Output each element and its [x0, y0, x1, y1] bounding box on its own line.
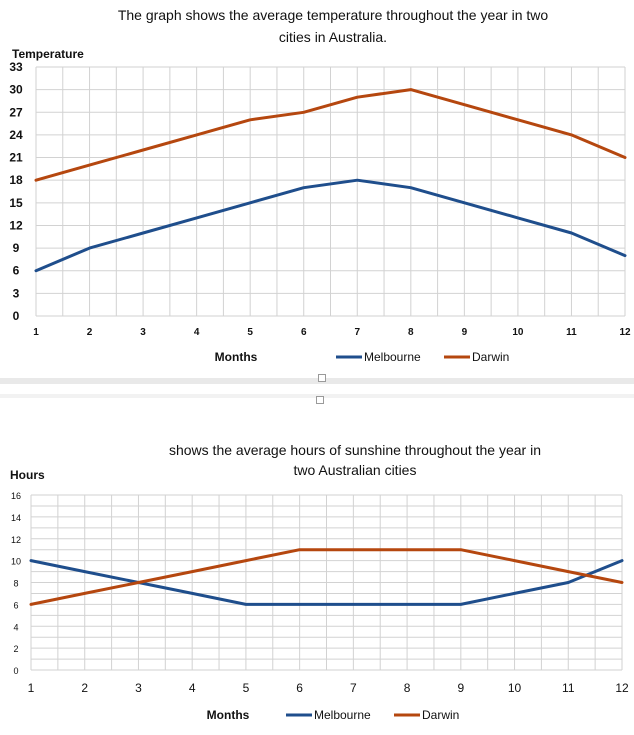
y-tick-label: 15 [9, 196, 23, 210]
y-tick-label: 14 [11, 513, 21, 523]
legend-label-melbourne: Melbourne [364, 350, 421, 364]
y-tick-label: 4 [13, 622, 18, 632]
chart-divider [0, 378, 634, 384]
legend-label-darwin: Darwin [472, 350, 509, 364]
x-tick-label: 12 [615, 681, 629, 695]
y-tick-label: 21 [9, 151, 23, 165]
y-tick-label: 33 [9, 60, 23, 74]
y-tick-label: 6 [13, 600, 18, 610]
x-tick-label: 7 [354, 327, 360, 338]
y-tick-label: 8 [13, 579, 18, 589]
x-axis-label: Months [207, 708, 250, 722]
chart-title: cities in Australia. [279, 29, 387, 45]
x-tick-label: 6 [301, 327, 307, 338]
x-tick-label: 10 [508, 681, 522, 695]
x-tick-label: 3 [140, 327, 146, 338]
x-tick-label: 3 [135, 681, 142, 695]
chart-title: shows the average hours of sunshine thro… [169, 442, 541, 458]
x-tick-label: 2 [87, 327, 93, 338]
y-tick-label: 3 [13, 286, 20, 300]
x-tick-label: 5 [243, 681, 250, 695]
sunshine-chart: shows the average hours of sunshine thro… [10, 442, 629, 722]
x-tick-label: 10 [512, 327, 524, 338]
y-tick-label: 0 [13, 666, 18, 676]
x-tick-label: 6 [296, 681, 303, 695]
x-tick-label: 8 [404, 681, 411, 695]
y-tick-label: 10 [11, 557, 21, 567]
x-tick-label: 4 [194, 327, 200, 338]
chart-title: two Australian cities [294, 462, 417, 478]
x-tick-label: 9 [457, 681, 464, 695]
resize-handle-lower[interactable] [316, 396, 324, 404]
y-tick-label: 2 [13, 644, 18, 654]
series-line-darwin [34, 88, 627, 182]
x-tick-label: 7 [350, 681, 357, 695]
y-tick-label: 30 [9, 83, 23, 97]
chart-title: The graph shows the average temperature … [118, 7, 549, 23]
x-tick-label: 11 [566, 327, 577, 338]
y-tick-label: 24 [9, 128, 23, 142]
y-tick-label: 9 [13, 241, 20, 255]
series-line-melbourne [34, 178, 627, 273]
temperature-chart: The graph shows the average temperature … [9, 7, 631, 364]
y-axis-label: Temperature [12, 47, 84, 61]
x-tick-label: 4 [189, 681, 196, 695]
legend-label-darwin: Darwin [422, 708, 459, 722]
y-tick-label: 12 [9, 218, 23, 232]
y-tick-label: 18 [9, 173, 23, 187]
y-tick-label: 27 [9, 105, 23, 119]
x-tick-label: 1 [33, 327, 39, 338]
x-tick-label: 12 [619, 327, 631, 338]
resize-handle[interactable] [318, 374, 326, 382]
series-line-darwin [29, 548, 624, 606]
y-tick-label: 0 [13, 309, 20, 323]
y-axis-label: Hours [10, 468, 45, 482]
x-tick-label: 5 [247, 327, 253, 338]
y-tick-label: 6 [13, 264, 20, 278]
x-tick-label: 2 [81, 681, 88, 695]
y-tick-label: 12 [11, 535, 21, 545]
series-line-melbourne [29, 559, 624, 606]
y-tick-label: 16 [11, 491, 21, 501]
x-axis-label: Months [215, 350, 258, 364]
x-tick-label: 1 [28, 681, 35, 695]
x-tick-label: 9 [462, 327, 468, 338]
legend-label-melbourne: Melbourne [314, 708, 371, 722]
x-tick-label: 11 [562, 681, 575, 695]
x-tick-label: 8 [408, 327, 414, 338]
